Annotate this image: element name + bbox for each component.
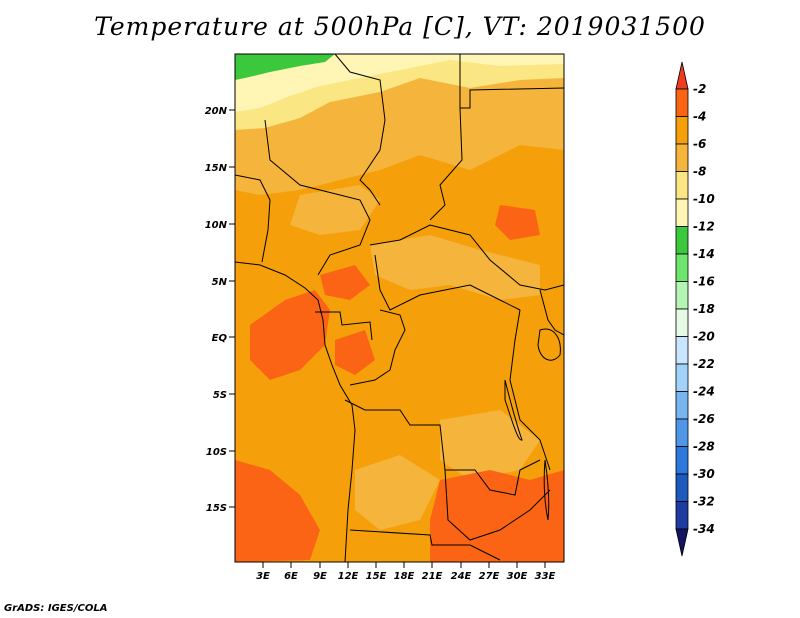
legend-swatch [675, 308, 689, 337]
legend-label: -18 [693, 302, 715, 316]
legend-swatch [675, 363, 689, 392]
legend-label: -26 [693, 412, 715, 426]
legend-label: -8 [693, 165, 706, 179]
temperature-field [235, 54, 564, 562]
color-legend: -2 -4 -6 -8 -10 -12 -14 -16 -18 -20 -22 … [675, 61, 715, 557]
band-m4-southeast [430, 470, 564, 562]
border-car-south [374, 254, 521, 311]
lat-label: 5N [212, 277, 228, 288]
legend-label: -20 [693, 330, 715, 344]
legend-top-triangle [675, 61, 689, 90]
band-m4-congo [335, 330, 375, 375]
lat-label: 15N [205, 163, 228, 174]
lon-label: 27E [479, 571, 500, 582]
grads-credit: GrADS: IGES/COLA [4, 603, 108, 614]
border-north [334, 54, 386, 206]
band-m4-east-patch [495, 205, 540, 240]
lat-label: 5S [213, 390, 227, 401]
legend-label: -6 [693, 137, 706, 151]
legend-swatch [675, 446, 689, 475]
border-gabon [315, 311, 373, 341]
band-m8-central [370, 235, 540, 300]
legend-swatch [675, 198, 689, 227]
latitude-axis: 20N 15N 10N 5N EQ 5S 10S 15S [205, 106, 235, 514]
lon-label: 24E [451, 571, 472, 582]
border-nigeria [235, 174, 271, 263]
map-title: Temperature at 500hPa [C], VT: 201903150… [94, 12, 706, 41]
legend-swatch [675, 171, 689, 200]
legend-swatch [675, 281, 689, 310]
lake-victoria [537, 328, 561, 361]
border-car [369, 224, 564, 291]
legend-swatch [675, 336, 689, 365]
band-m4-gabon [250, 290, 330, 380]
lake-tanganyika [504, 379, 523, 441]
legend-label: -24 [693, 385, 715, 399]
band-m8-mid [290, 185, 380, 235]
legend-swatch [675, 473, 689, 502]
legend-label: -12 [693, 220, 715, 234]
legend-swatch [675, 143, 689, 172]
legend-label: -28 [693, 440, 715, 454]
border-zambia [444, 469, 551, 541]
border-cameroon [264, 119, 371, 276]
border-chad-sudan [459, 54, 564, 109]
legend-label: -32 [693, 495, 715, 509]
legend-swatch [675, 226, 689, 255]
country-borders [235, 54, 564, 562]
lon-label: 33E [535, 571, 556, 582]
border-drc-east [509, 309, 551, 471]
lat-label: 10N [205, 220, 228, 231]
longitude-axis: 3E 6E 9E 12E 15E 18E 21E 24E 27E 30E 33E [256, 562, 556, 582]
legend-swatch [675, 116, 689, 145]
lake-malawi [543, 459, 550, 521]
lon-label: 30E [507, 571, 528, 582]
lat-label: 20N [205, 106, 228, 117]
legend-label: -14 [693, 247, 715, 261]
band-m4-cameroon [320, 265, 370, 300]
legend-swatch [675, 501, 689, 530]
border-east [539, 289, 564, 336]
lon-label: 6E [284, 571, 298, 582]
lat-label: EQ [212, 333, 228, 344]
lon-label: 15E [366, 571, 387, 582]
legend-swatch [675, 88, 689, 117]
coastline [235, 261, 356, 562]
band-m14 [235, 54, 335, 80]
legend-label: -10 [693, 192, 715, 206]
lon-label: 12E [338, 571, 359, 582]
legend-swatch [675, 391, 689, 420]
lon-label: 18E [394, 571, 415, 582]
legend-label: -30 [693, 467, 715, 481]
lat-label: 15S [206, 503, 227, 514]
lon-label: 21E [422, 571, 443, 582]
border-angola-south [349, 529, 501, 561]
legend-bottom-triangle [675, 528, 689, 557]
lon-label: 3E [256, 571, 270, 582]
border-chad-east [429, 107, 463, 221]
band-m8-east [440, 410, 540, 480]
lon-label: 9E [313, 571, 327, 582]
map-frame [234, 53, 565, 563]
band-m12 [235, 54, 564, 112]
legend-label: -16 [693, 275, 715, 289]
legend-label: -34 [693, 522, 715, 536]
band-m8-south [355, 455, 440, 530]
legend-label: -2 [693, 82, 706, 96]
border-congo [349, 309, 406, 386]
legend-swatch [675, 418, 689, 447]
lat-label: 10S [206, 447, 227, 458]
legend-swatch [675, 253, 689, 282]
band-m4-southwest [235, 460, 320, 562]
legend-label: -22 [693, 357, 715, 371]
legend-label: -4 [693, 110, 706, 124]
